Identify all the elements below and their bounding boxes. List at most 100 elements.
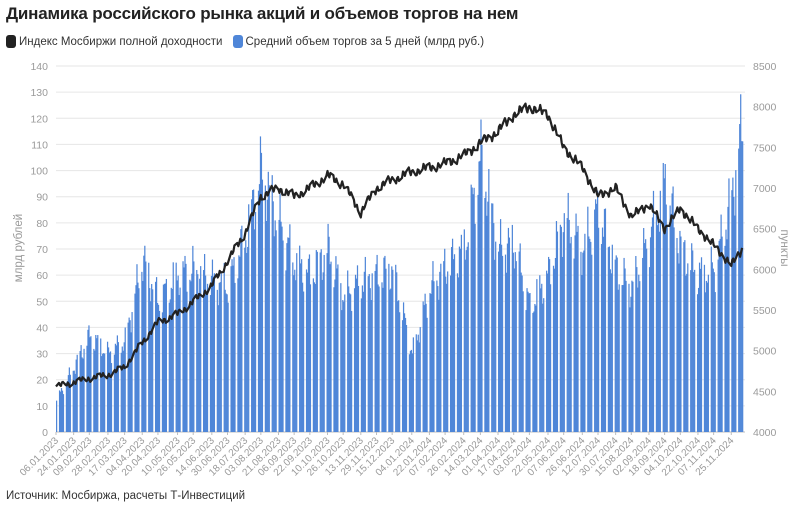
bar xyxy=(367,276,369,432)
bar xyxy=(568,219,570,432)
bar xyxy=(59,391,62,432)
bar xyxy=(478,161,480,432)
bar xyxy=(370,300,372,432)
bar xyxy=(82,358,84,432)
bar xyxy=(731,190,733,432)
bar xyxy=(604,208,607,432)
bar xyxy=(725,229,727,432)
bar xyxy=(703,264,706,432)
bar xyxy=(209,295,212,432)
bar xyxy=(69,374,71,432)
bar xyxy=(581,275,583,432)
bar xyxy=(362,291,364,432)
bar xyxy=(616,257,618,432)
bar xyxy=(217,305,219,432)
bar xyxy=(625,280,627,432)
bar xyxy=(227,302,229,432)
bar xyxy=(470,184,472,432)
bar xyxy=(350,294,352,432)
bar xyxy=(474,223,476,432)
bar xyxy=(498,251,500,432)
bar xyxy=(142,280,144,432)
bar xyxy=(542,303,544,432)
bar xyxy=(431,280,433,432)
bar xyxy=(437,286,439,432)
bar xyxy=(622,284,624,432)
bar xyxy=(279,193,281,432)
bar xyxy=(543,298,545,432)
bar xyxy=(97,335,99,432)
bar xyxy=(528,293,530,432)
bar xyxy=(603,209,606,432)
bar xyxy=(385,268,387,432)
bar xyxy=(199,278,201,432)
bar xyxy=(430,293,432,432)
bar xyxy=(533,311,535,432)
bar xyxy=(582,252,584,432)
bar xyxy=(191,273,193,432)
bar xyxy=(429,293,431,432)
bar xyxy=(203,253,206,432)
bar xyxy=(432,261,434,432)
bar xyxy=(67,375,69,432)
bar xyxy=(697,287,700,432)
bar xyxy=(328,236,330,432)
bar xyxy=(402,302,405,432)
bar xyxy=(252,190,254,432)
bar xyxy=(244,247,246,432)
bar xyxy=(555,221,558,432)
bar xyxy=(547,273,549,432)
bar xyxy=(72,370,74,432)
bar xyxy=(691,243,693,432)
bar xyxy=(237,278,239,432)
chart-title: Динамика российского рынка акций и объем… xyxy=(6,4,519,23)
bar xyxy=(58,390,61,432)
bar xyxy=(252,189,255,432)
bar xyxy=(597,227,600,432)
bar xyxy=(176,280,178,432)
bar xyxy=(138,288,140,432)
bar xyxy=(152,289,154,432)
bar xyxy=(473,187,475,432)
bar xyxy=(704,292,707,432)
bar xyxy=(408,354,411,432)
bar xyxy=(158,310,161,432)
bar xyxy=(576,231,578,432)
bar xyxy=(636,267,638,432)
bar xyxy=(150,301,152,432)
bar xyxy=(575,213,577,432)
bar xyxy=(172,262,174,432)
bar xyxy=(315,250,317,432)
bar xyxy=(479,160,481,432)
bar xyxy=(246,252,248,432)
bar xyxy=(259,136,262,432)
bar xyxy=(161,312,164,432)
bar xyxy=(156,302,159,432)
bar xyxy=(175,262,177,432)
bar xyxy=(171,288,173,432)
bar xyxy=(609,269,611,432)
bar xyxy=(623,257,625,432)
bar xyxy=(157,304,160,432)
bar xyxy=(381,282,383,432)
bar xyxy=(548,256,550,432)
bar xyxy=(540,288,542,432)
bar xyxy=(399,312,401,432)
bar xyxy=(312,278,315,432)
bar xyxy=(458,246,461,432)
bar xyxy=(348,286,350,432)
bar xyxy=(676,237,678,432)
bar xyxy=(61,390,64,432)
bar xyxy=(368,274,370,432)
bar xyxy=(649,237,652,432)
bar xyxy=(343,301,345,432)
bar xyxy=(409,350,412,432)
bar xyxy=(390,288,392,432)
bar xyxy=(450,247,453,432)
bar xyxy=(376,254,378,432)
bar xyxy=(696,294,699,432)
y-left-tick-label: 40 xyxy=(36,322,48,334)
y-left-tick-label: 130 xyxy=(30,87,48,99)
bar xyxy=(145,261,147,432)
bar xyxy=(511,224,513,432)
